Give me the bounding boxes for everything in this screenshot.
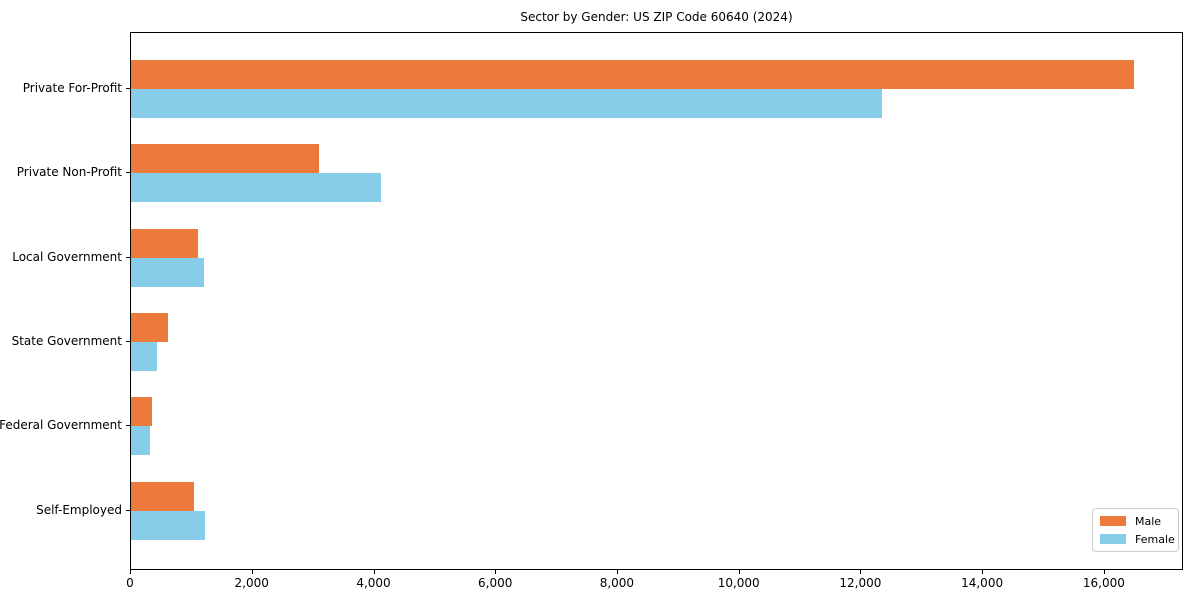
x-tick-label: 6,000 <box>478 576 513 590</box>
x-tick-mark <box>373 570 375 574</box>
x-tick-mark <box>860 570 862 574</box>
bar-female-6 <box>131 510 205 540</box>
bar-male-1 <box>131 60 1135 89</box>
legend: Male Female <box>1092 508 1179 552</box>
y-tick-mark <box>126 256 130 258</box>
bar-male-3 <box>131 228 198 258</box>
bar-male-4 <box>131 312 169 342</box>
x-tick-label: 8,000 <box>599 576 635 590</box>
x-tick-mark <box>738 570 740 574</box>
x-tick-label: 4,000 <box>356 576 391 590</box>
legend-swatch-male <box>1100 516 1126 526</box>
bar-male-6 <box>131 481 194 511</box>
y-tick-label: Private Non-Profit <box>16 165 122 180</box>
x-tick-mark <box>130 570 131 574</box>
bar-male-2 <box>131 144 319 174</box>
bar-female-5 <box>131 426 150 456</box>
y-tick-label: Local Government <box>12 249 122 264</box>
bar-female-2 <box>131 173 381 203</box>
x-tick-mark <box>251 570 253 574</box>
x-tick-mark <box>982 570 984 574</box>
y-tick-label: Federal Government <box>0 418 122 433</box>
x-tick-label: 0 <box>126 576 134 590</box>
y-tick-mark <box>126 172 130 174</box>
x-tick-mark <box>1103 570 1105 574</box>
x-tick-label: 16,000 <box>1082 576 1125 590</box>
x-tick-label: 10,000 <box>717 576 760 590</box>
x-tick-mark <box>616 570 618 574</box>
bar-female-1 <box>131 89 883 118</box>
x-tick-label: 14,000 <box>961 576 1004 590</box>
plot-area <box>130 32 1183 570</box>
y-tick-label: Self-Employed <box>36 502 122 517</box>
y-tick-mark <box>126 88 130 89</box>
x-tick-label: 12,000 <box>839 576 882 590</box>
y-tick-mark <box>126 340 130 342</box>
bar-female-3 <box>131 257 204 287</box>
chart-title: Sector by Gender: US ZIP Code 60640 (202… <box>520 10 793 24</box>
bar-female-4 <box>131 341 158 371</box>
y-tick-mark <box>126 425 130 427</box>
legend-item-female: Female <box>1100 532 1175 546</box>
legend-item-male: Male <box>1100 514 1171 528</box>
x-tick-label: 2,000 <box>234 576 269 590</box>
x-tick-mark <box>495 570 497 574</box>
y-tick-label: State Government <box>11 333 122 348</box>
bar-male-5 <box>131 397 152 427</box>
legend-label-male: Male <box>1135 514 1162 528</box>
legend-swatch-female <box>1100 534 1126 544</box>
y-tick-mark <box>126 509 130 511</box>
legend-label-female: Female <box>1135 532 1175 546</box>
y-tick-label: Private For-Profit <box>22 81 122 95</box>
